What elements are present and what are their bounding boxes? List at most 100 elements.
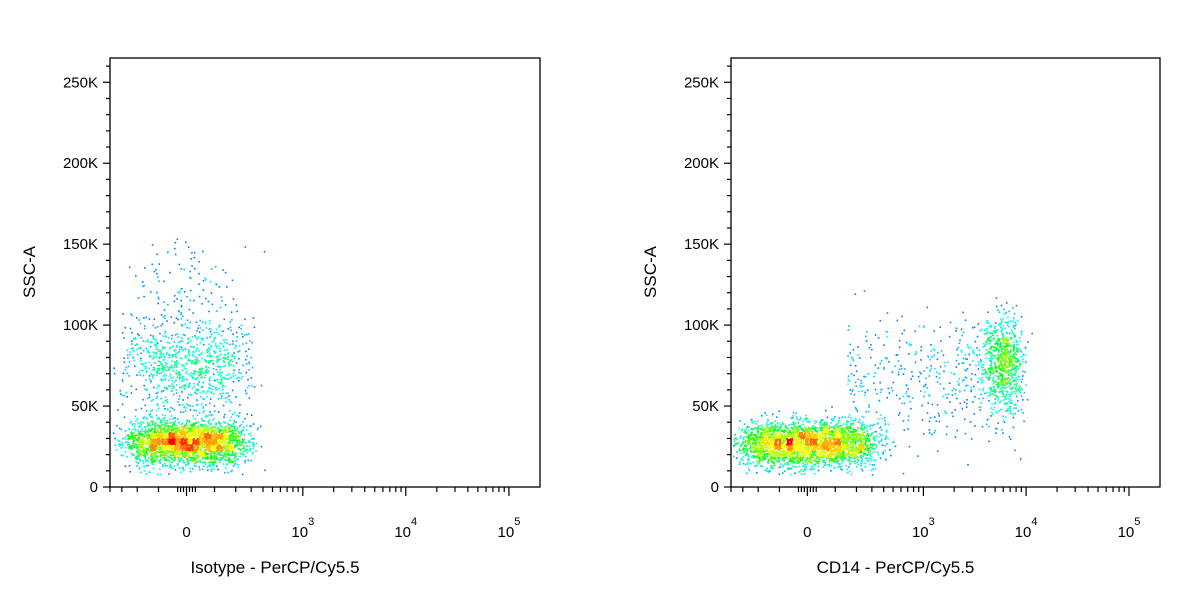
data-point xyxy=(769,470,771,472)
data-point xyxy=(835,424,837,427)
data-point xyxy=(964,432,967,435)
data-point xyxy=(209,435,211,437)
data-point xyxy=(806,418,809,420)
data-point xyxy=(872,448,874,450)
data-point xyxy=(244,459,247,462)
data-point xyxy=(142,438,144,440)
data-point xyxy=(176,427,178,430)
data-point xyxy=(994,322,997,324)
data-point xyxy=(800,469,802,471)
data-point xyxy=(864,462,866,465)
data-point xyxy=(847,459,849,461)
data-point xyxy=(930,365,933,367)
data-point xyxy=(235,432,237,435)
data-point xyxy=(799,425,802,428)
data-point xyxy=(805,468,807,470)
data-point xyxy=(220,379,223,382)
data-point xyxy=(204,321,207,323)
data-point xyxy=(995,411,998,413)
data-point xyxy=(1011,402,1013,404)
data-point xyxy=(204,453,207,455)
data-point xyxy=(819,420,822,422)
data-point xyxy=(190,438,192,441)
data-point xyxy=(766,425,768,427)
data-point xyxy=(926,387,929,389)
data-point xyxy=(976,335,979,338)
data-point xyxy=(157,440,160,443)
data-point xyxy=(219,368,221,371)
data-point xyxy=(179,289,182,292)
data-point xyxy=(745,451,748,454)
data-point xyxy=(198,261,200,263)
data-point xyxy=(224,439,226,442)
data-point xyxy=(952,415,954,418)
data-point xyxy=(856,410,859,413)
data-point xyxy=(239,435,242,437)
data-point xyxy=(218,442,220,445)
data-point xyxy=(133,423,136,425)
data-point xyxy=(992,349,994,351)
data-point xyxy=(995,305,998,308)
data-point xyxy=(966,358,968,361)
data-point xyxy=(135,409,137,411)
data-point xyxy=(990,362,993,364)
data-point xyxy=(152,351,155,354)
data-point xyxy=(204,446,206,448)
data-point xyxy=(880,440,883,442)
data-point xyxy=(194,448,196,451)
data-point xyxy=(989,357,992,359)
data-point xyxy=(945,433,948,436)
data-point xyxy=(220,437,223,440)
data-point xyxy=(1018,347,1020,350)
data-point xyxy=(850,473,853,476)
data-point xyxy=(235,455,237,458)
data-point xyxy=(748,455,750,458)
data-point xyxy=(192,431,194,434)
data-point xyxy=(817,469,820,472)
data-point xyxy=(1018,390,1021,392)
data-point xyxy=(154,448,156,451)
data-point xyxy=(172,434,175,436)
data-point xyxy=(199,433,202,436)
data-point xyxy=(863,416,865,418)
data-point xyxy=(243,434,246,436)
data-point xyxy=(227,434,230,437)
data-point xyxy=(1019,458,1022,460)
data-point xyxy=(206,368,208,371)
data-point xyxy=(158,443,160,446)
data-point xyxy=(218,421,220,423)
data-point xyxy=(230,430,233,432)
data-point xyxy=(148,435,151,437)
data-point xyxy=(795,416,798,418)
data-point xyxy=(195,465,197,467)
data-point xyxy=(205,426,208,429)
data-point xyxy=(153,386,155,389)
data-point xyxy=(908,353,910,355)
data-point xyxy=(218,286,221,288)
data-point xyxy=(143,317,145,319)
data-point xyxy=(196,460,198,463)
data-point xyxy=(188,454,190,457)
data-point xyxy=(189,455,191,457)
data-point xyxy=(217,468,220,471)
data-point xyxy=(134,443,136,446)
data-point xyxy=(223,413,226,416)
data-point xyxy=(208,354,211,357)
data-point xyxy=(960,349,963,352)
data-point xyxy=(986,332,988,335)
data-point xyxy=(198,374,200,377)
data-point xyxy=(157,367,159,370)
data-point xyxy=(996,428,998,430)
data-point xyxy=(233,352,235,354)
data-point xyxy=(968,347,970,350)
data-point xyxy=(232,413,234,415)
data-point xyxy=(180,457,182,459)
data-point xyxy=(155,445,157,447)
data-point xyxy=(190,446,192,449)
data-point xyxy=(147,424,149,426)
data-point xyxy=(216,441,218,444)
data-point xyxy=(194,426,197,429)
data-point xyxy=(197,425,200,427)
data-point xyxy=(124,430,127,432)
data-point xyxy=(186,342,189,345)
